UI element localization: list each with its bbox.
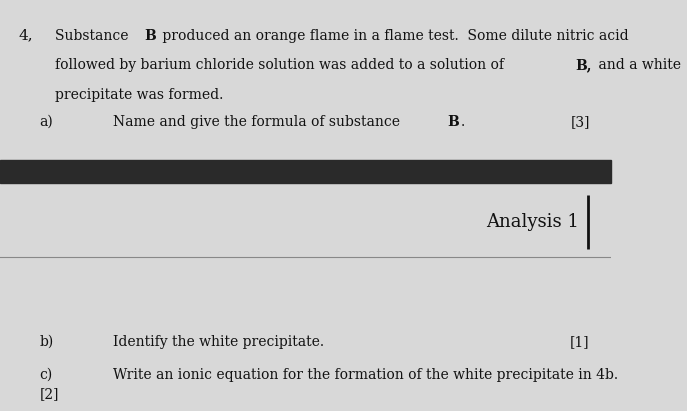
Text: Name and give the formula of substance: Name and give the formula of substance [113,115,405,129]
Text: Write an ionic equation for the formation of the white precipitate in 4b.: Write an ionic equation for the formatio… [113,368,618,382]
Text: precipitate was formed.: precipitate was formed. [55,88,223,102]
Text: [1]: [1] [570,335,590,349]
Text: [2]: [2] [40,387,59,401]
Text: B: B [448,115,460,129]
Text: B: B [144,29,156,43]
Text: and a white: and a white [594,58,682,72]
Text: followed by barium chloride solution was added to a solution of: followed by barium chloride solution was… [55,58,508,72]
Text: [3]: [3] [570,115,590,129]
Text: 4,: 4, [19,29,33,43]
Text: a): a) [40,115,54,129]
Bar [0,160,611,183]
Text: b): b) [40,335,54,349]
Text: Analysis 1: Analysis 1 [486,213,579,231]
Text: produced an orange flame in a flame test.  Some dilute nitric acid: produced an orange flame in a flame test… [158,29,629,43]
Text: Identify the white precipitate.: Identify the white precipitate. [113,335,324,349]
Text: B,: B, [576,58,592,72]
Text: .: . [461,115,465,129]
Text: Substance: Substance [55,29,133,43]
Text: c): c) [40,368,53,382]
